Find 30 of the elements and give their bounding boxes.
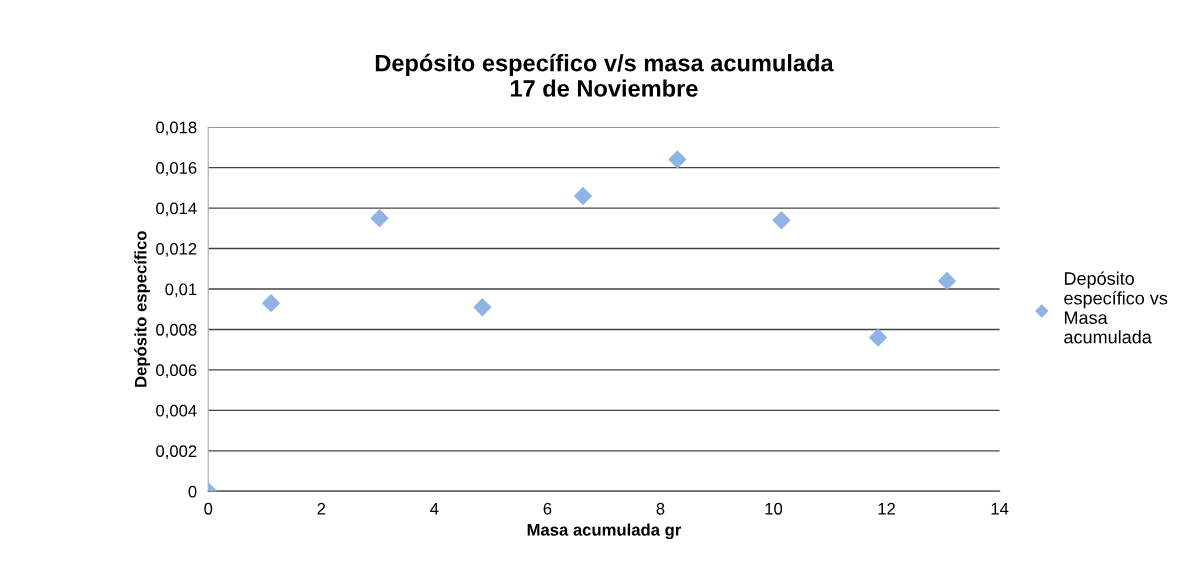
y-tick-label: 0,012 [156,242,197,257]
x-tick-label: 12 [878,502,895,515]
x-tick-label: 2 [317,502,326,515]
x-tick-label: 8 [656,502,665,515]
chart-title: Depósito específico v/s masa acumulada 17 de Noviembre [375,53,834,97]
y-tick-label: 0,01 [165,283,197,298]
point [668,150,687,169]
y-axis-title: Depósito específico [134,231,150,387]
x-tick-label: 6 [543,502,552,515]
x-tick-label: 4 [430,503,439,515]
y-tick-label: 0,016 [156,162,197,176]
y-tick-label: 0,014 [156,202,197,217]
x-tick-label: 10 [765,502,783,515]
point [262,294,280,313]
x-axis-title: Masa acumulada gr [527,523,682,540]
y-tick-label: 0 [188,485,197,498]
y-tick-label: 0,018 [156,121,197,136]
point [473,298,492,317]
point [869,328,887,347]
legend-label: Depósito específico vs Masa acumulada [1064,271,1168,344]
y-tick-label: 0,002 [156,445,197,460]
point [772,211,791,230]
y-tick-label: 0,004 [156,404,197,419]
x-tick-label: 0 [204,502,213,515]
point [938,271,956,290]
point [370,209,389,228]
point [574,187,592,205]
y-tick-label: 0,006 [156,364,197,379]
x-tick-label: 14 [991,503,1009,515]
y-tick-label: 0,008 [156,323,197,338]
